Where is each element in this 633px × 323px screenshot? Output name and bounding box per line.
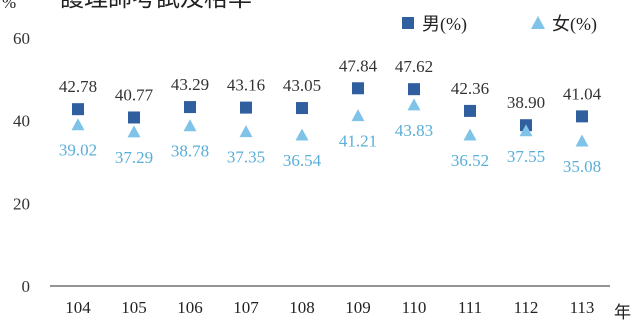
female-value-label: 37.35: [227, 148, 265, 167]
female-point: [519, 124, 533, 137]
male-value-label: 42.36: [451, 79, 489, 98]
x-tick-label: 109: [345, 298, 371, 317]
female-value-label: 37.55: [507, 147, 545, 166]
legend: 男(%) 女(%): [402, 14, 597, 35]
x-tick-label: 111: [458, 298, 482, 317]
female-value-label: 36.54: [283, 151, 322, 170]
female-point: [239, 125, 253, 138]
male-value-label: 43.29: [171, 75, 209, 94]
female-point: [575, 134, 589, 147]
x-tick-label: 110: [402, 298, 427, 317]
legend-label: 男(%): [422, 14, 467, 35]
y-unit-label: %: [2, 0, 16, 12]
female-point: [463, 128, 477, 141]
chart-title: 護理師考試及格率: [60, 0, 252, 12]
male-value-label: 43.05: [283, 76, 321, 95]
male-value-label: 47.62: [395, 57, 433, 76]
male-point: [296, 102, 308, 115]
female-point: [127, 125, 141, 138]
legend-triangle-icon: [531, 16, 545, 29]
female-value-label: 38.78: [171, 142, 209, 161]
female-point: [295, 128, 309, 141]
x-tick-label: 107: [233, 298, 259, 317]
data-marks: [71, 82, 589, 147]
y-tick-label: 40: [13, 112, 30, 131]
x-tick-label: 106: [177, 298, 203, 317]
x-tick-label: 105: [121, 298, 147, 317]
x-tick-labels: 104 105 106 107 108 109 110 111 112 113: [65, 298, 594, 317]
female-value-label: 35.08: [563, 157, 601, 176]
y-tick-labels: 0 20 40 60: [13, 29, 30, 296]
legend-square-icon: [402, 17, 414, 29]
female-point: [183, 119, 197, 132]
male-point: [464, 104, 476, 117]
male-point: [576, 110, 588, 123]
data-labels: 42.78 40.77 43.29 43.16 43.05 47.84 47.62 42.36…: [59, 56, 602, 176]
male-point: [352, 82, 364, 95]
x-tick-label: 104: [65, 298, 91, 317]
x-tick-label: 108: [289, 298, 315, 317]
male-point: [72, 103, 84, 116]
x-unit-label: 年: [614, 303, 631, 322]
female-point: [71, 118, 85, 131]
male-point: [408, 83, 420, 96]
x-tick-label: 113: [570, 298, 595, 317]
female-value-label: 36.52: [451, 151, 489, 170]
male-value-label: 42.78: [59, 77, 97, 96]
male-value-label: 43.16: [227, 76, 265, 95]
male-value-label: 47.84: [339, 56, 378, 75]
legend-label: 女(%): [552, 14, 597, 35]
female-point: [407, 98, 421, 111]
male-value-label: 41.04: [563, 84, 602, 103]
male-point: [184, 101, 196, 114]
male-value-label: 38.90: [507, 93, 545, 112]
female-value-label: 39.02: [59, 141, 97, 160]
female-value-label: 43.83: [395, 121, 433, 140]
x-tick-label: 112: [514, 298, 539, 317]
female-value-label: 41.21: [339, 132, 377, 151]
female-point: [351, 109, 365, 122]
male-point: [128, 111, 140, 124]
male-value-label: 40.77: [115, 85, 154, 104]
male-point: [240, 101, 252, 114]
y-tick-label: 60: [13, 29, 30, 48]
y-tick-label: 20: [13, 194, 30, 213]
female-value-label: 37.29: [115, 148, 153, 167]
y-tick-label: 0: [22, 277, 31, 296]
